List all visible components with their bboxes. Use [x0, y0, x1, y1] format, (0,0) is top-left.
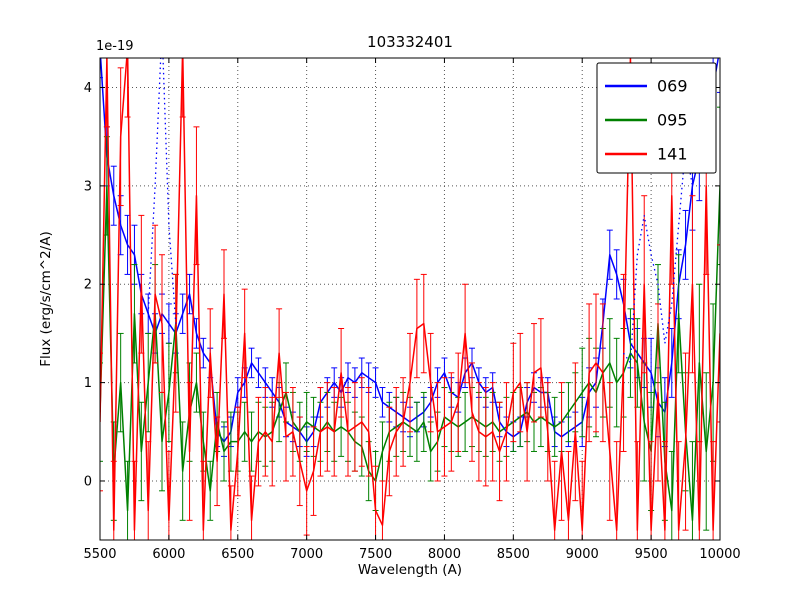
dotted-overlay-069-dotted-a [147, 58, 177, 324]
legend: 069 095 141 [596, 62, 717, 174]
dotted-overlay-069-dotted-b [623, 146, 694, 365]
tick-labels: 5500 6000 6500 7000 7500 8000 8500 9000 9500 1000… [83, 81, 740, 562]
axes-frame [99, 57, 721, 541]
x-tick-label: 10000 [699, 547, 740, 562]
legend-label-141: 141 [657, 145, 688, 164]
plot-title: 103332401 [367, 33, 453, 51]
x-tick-label: 9500 [635, 547, 668, 562]
y-tick-label: 0 [84, 474, 92, 489]
y-tick-label: 3 [84, 179, 92, 194]
series-line-141 [100, 58, 720, 531]
x-tick-label: 5500 [83, 547, 116, 562]
x-tick-label: 6500 [221, 547, 254, 562]
x-tick-label: 8000 [428, 547, 461, 562]
y-tick-label: 1 [84, 376, 92, 391]
y-tick-label: 4 [84, 81, 92, 96]
y-axis-label: Flux (erg/s/cm^2/A) [38, 231, 54, 366]
legend-box [596, 62, 717, 174]
x-axis-label: Wavelength (A) [358, 562, 462, 578]
x-tick-label: 8500 [497, 547, 530, 562]
x-tick-label: 9000 [566, 547, 599, 562]
y-tick-label: 2 [84, 278, 92, 293]
data-series [100, 58, 720, 540]
x-tick-label: 7500 [359, 547, 392, 562]
y-axis-offset-label: 1e-19 [96, 39, 134, 54]
legend-label-069: 069 [657, 77, 688, 96]
x-tick-label: 7000 [290, 547, 323, 562]
legend-label-095: 095 [657, 111, 688, 130]
axis-ticks [99, 58, 721, 540]
x-tick-label: 6000 [152, 547, 185, 562]
